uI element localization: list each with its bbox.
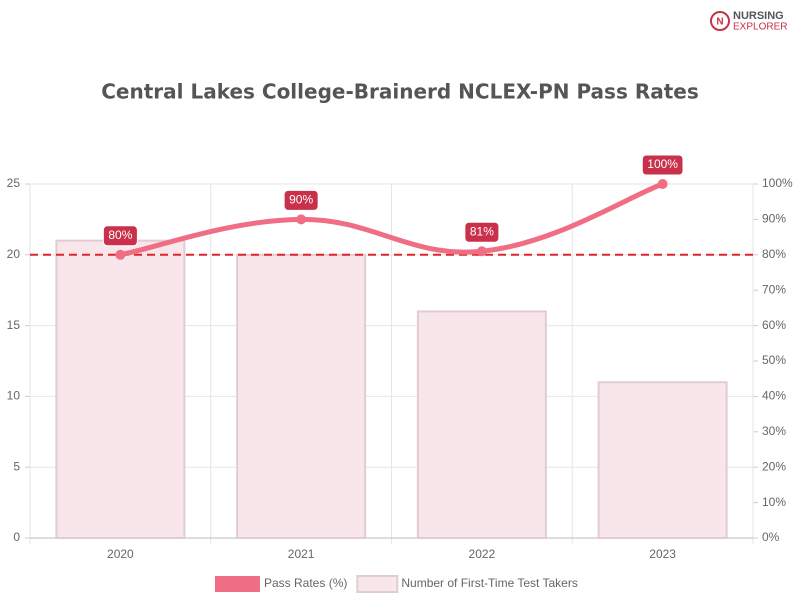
- y2-tick-label: 20%: [762, 459, 786, 473]
- data-label: 80%: [102, 225, 138, 247]
- x-tick-label: 2021: [288, 547, 315, 561]
- data-label: 90%: [283, 189, 319, 211]
- legend-label: Number of First-Time Test Takers: [401, 576, 577, 590]
- data-label: 81%: [464, 221, 500, 243]
- y2-tick-label: 40%: [762, 389, 786, 403]
- bar: [416, 310, 547, 539]
- y-tick-label: 25: [7, 176, 21, 190]
- data-label: 100%: [641, 154, 684, 176]
- y2-tick-label: 10%: [762, 495, 786, 509]
- x-tick-label: 2020: [107, 547, 134, 561]
- y-tick-label: 15: [7, 318, 21, 332]
- y2-tick-label: 0%: [762, 530, 780, 544]
- data-label-text: 90%: [289, 193, 313, 207]
- point: [476, 246, 487, 257]
- data-label-box: [283, 189, 319, 211]
- x-tick-label: 2022: [469, 547, 496, 561]
- y-tick-label: 0: [13, 530, 20, 544]
- y2-tick-label: 80%: [762, 247, 786, 261]
- y2-tick-label: 100%: [762, 176, 793, 190]
- bar: [236, 253, 367, 540]
- point: [657, 179, 668, 189]
- data-label-box: [464, 221, 500, 243]
- point: [115, 249, 126, 260]
- y-tick-label: 20: [7, 247, 21, 261]
- logo-text: NURSING: [733, 10, 784, 22]
- logo: N NURSING EXPLORER: [710, 10, 787, 33]
- y2-tick-label: 90%: [762, 212, 786, 226]
- legend-label: Pass Rates (%): [264, 576, 347, 590]
- data-label-text: 80%: [108, 228, 132, 242]
- bar: [597, 381, 728, 539]
- y2-tick-label: 50%: [762, 353, 786, 367]
- point: [296, 214, 307, 225]
- line: [117, 181, 666, 258]
- data-label-text: 100%: [647, 157, 678, 171]
- data-label-box: [641, 154, 684, 176]
- y2-tick-label: 70%: [762, 282, 786, 296]
- y-tick-label: 10: [7, 389, 21, 403]
- logo-icon: [710, 11, 730, 31]
- data-label-text: 81%: [470, 224, 494, 238]
- logo-icon-text: N: [716, 17, 723, 28]
- data-label-box: [102, 225, 138, 247]
- y-tick-label: 5: [13, 459, 20, 473]
- logo-text: EXPLORER: [733, 22, 787, 33]
- y2-tick-label: 60%: [762, 318, 786, 332]
- y2-tick-label: 30%: [762, 424, 786, 438]
- bar: [55, 239, 186, 539]
- x-tick-label: 2023: [649, 547, 676, 561]
- chart-title: Central Lakes College-Brainerd NCLEX-PN …: [101, 80, 699, 104]
- legend-swatch: [215, 576, 260, 592]
- legend-swatch: [356, 575, 399, 593]
